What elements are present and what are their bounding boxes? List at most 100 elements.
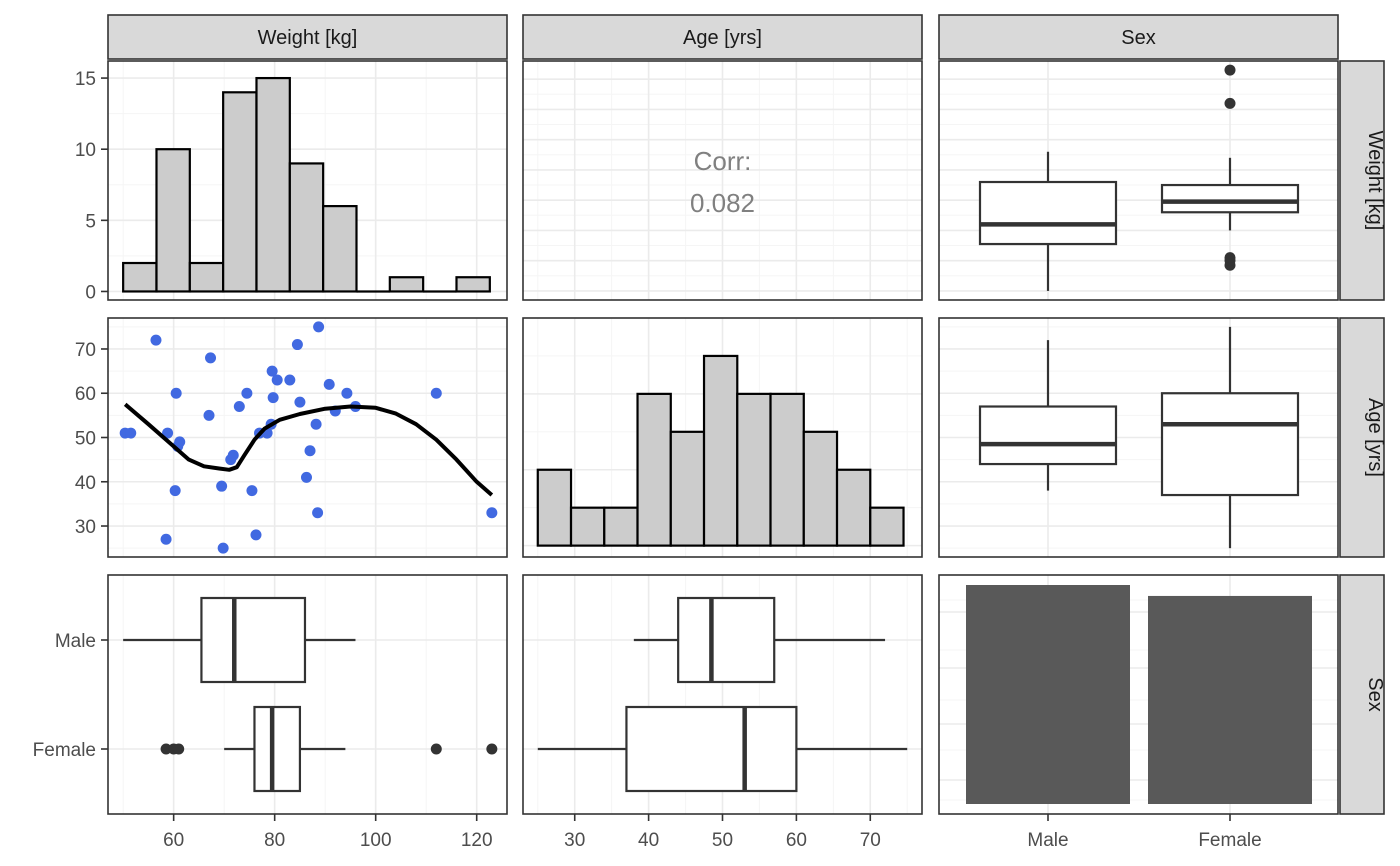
y-tick-label-count: 10 <box>75 140 96 161</box>
x-tick-label-weight: 120 <box>461 830 493 851</box>
strip-right-label: Weight [kg] <box>1364 131 1386 231</box>
scatter-point <box>267 392 279 404</box>
weight-female-h-outlier <box>173 743 185 755</box>
scatter-point <box>323 378 335 390</box>
histogram-bar <box>636 392 672 547</box>
strip-right-label: Sex <box>1364 677 1386 711</box>
histogram-bar <box>288 162 325 293</box>
strip-right <box>1339 317 1385 558</box>
y-tick-label-age: 30 <box>75 517 96 538</box>
scatter-point <box>310 418 322 430</box>
scatter-point <box>162 427 174 439</box>
y-tick-label-count: 0 <box>85 282 96 303</box>
strip-top <box>522 14 923 60</box>
histogram-bar <box>222 91 258 293</box>
scatter-point <box>227 449 239 461</box>
y-tick-label-sex: Male <box>55 631 96 652</box>
histogram-bar <box>736 392 772 547</box>
scatter-point <box>241 387 253 399</box>
scatter-point <box>174 436 186 448</box>
weight-male-h-box <box>200 596 307 684</box>
weight-female-outlier <box>1224 252 1236 264</box>
x-tick-label-age: 40 <box>638 830 659 851</box>
smooth-curve <box>123 402 494 497</box>
weight-female-outlier <box>1224 97 1236 109</box>
y-tick-label-count: 15 <box>75 69 96 90</box>
strip-top-label: Age [yrs] <box>683 27 762 49</box>
histogram-bar <box>455 276 491 293</box>
scatter-point <box>246 485 258 497</box>
panel-border <box>107 574 508 815</box>
histogram-bar <box>188 261 225 293</box>
scatter-point <box>312 507 324 519</box>
scatter-point <box>125 427 137 439</box>
histogram-bar <box>322 205 358 293</box>
age-female-box <box>1160 392 1300 497</box>
x-tick-label-age: 70 <box>860 830 881 851</box>
strip-right <box>1339 574 1385 815</box>
histogram-bar <box>388 276 425 293</box>
histogram-bar <box>869 506 905 547</box>
y-tick-label-age: 70 <box>75 340 96 361</box>
bar-female <box>1148 595 1312 804</box>
x-tick-label-weight: 80 <box>264 830 285 851</box>
weight-female-h-outlier <box>430 743 442 755</box>
scatter-point <box>284 374 296 386</box>
weight-female-h-outlier <box>486 743 498 755</box>
histogram-bar <box>122 261 158 293</box>
histogram-bar <box>802 430 839 547</box>
scatter-point <box>304 445 316 457</box>
strip-top <box>107 14 508 60</box>
scatter-point <box>250 529 262 541</box>
panel-border <box>522 60 923 301</box>
age-male-box <box>978 405 1118 466</box>
panel-border <box>522 317 923 558</box>
strip-top <box>938 14 1339 60</box>
scatter-point <box>160 533 172 545</box>
panel-border <box>938 60 1339 301</box>
histogram-bar <box>155 148 191 293</box>
strip-right-label: Age [yrs] <box>1364 398 1386 477</box>
panel-border <box>938 574 1339 815</box>
x-tick-label-weight: 60 <box>163 830 184 851</box>
x-tick-label-age: 50 <box>712 830 733 851</box>
histogram-bar <box>569 506 606 547</box>
scatter-point <box>233 401 245 413</box>
weight-female-h-outlier <box>160 743 172 755</box>
scatter-point <box>150 334 162 346</box>
histogram-bar <box>536 468 573 547</box>
y-tick-label-age: 40 <box>75 473 96 494</box>
scatter-point <box>170 387 182 399</box>
y-tick-label-age: 50 <box>75 429 96 450</box>
weight-female-box <box>1160 183 1300 214</box>
panel-border <box>938 317 1339 558</box>
y-tick-label-count: 5 <box>85 211 96 232</box>
scatter-point <box>266 365 278 377</box>
histogram-bar <box>702 354 739 547</box>
x-tick-label-sex: Female <box>1198 830 1261 851</box>
histogram-bar <box>835 468 872 547</box>
x-tick-label-age: 60 <box>786 830 807 851</box>
scatter-point <box>313 321 325 333</box>
scatter-point <box>205 352 217 364</box>
x-tick-label-sex: Male <box>1027 830 1068 851</box>
weight-female-outlier <box>1224 64 1236 76</box>
scatter-point <box>217 542 229 554</box>
scatter-point <box>294 396 306 408</box>
scatter-point <box>430 387 442 399</box>
histogram-bar <box>669 430 706 547</box>
y-tick-label-age: 60 <box>75 384 96 405</box>
age-female-h-box <box>625 705 798 793</box>
scatter-point <box>169 485 181 497</box>
scatter-point <box>271 374 283 386</box>
histogram-bar <box>603 506 639 547</box>
scatter-point <box>486 507 498 519</box>
weight-male-box <box>978 180 1118 246</box>
y-tick-label-sex: Female <box>33 740 96 761</box>
age-male-h-box <box>677 596 776 684</box>
scatter-point <box>300 471 312 483</box>
scatter-point <box>341 387 353 399</box>
scatter-point <box>216 480 228 492</box>
strip-top-label: Weight [kg] <box>258 27 358 49</box>
